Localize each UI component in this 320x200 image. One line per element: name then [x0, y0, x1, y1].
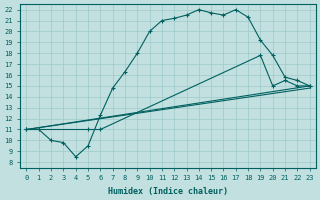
X-axis label: Humidex (Indice chaleur): Humidex (Indice chaleur) — [108, 187, 228, 196]
